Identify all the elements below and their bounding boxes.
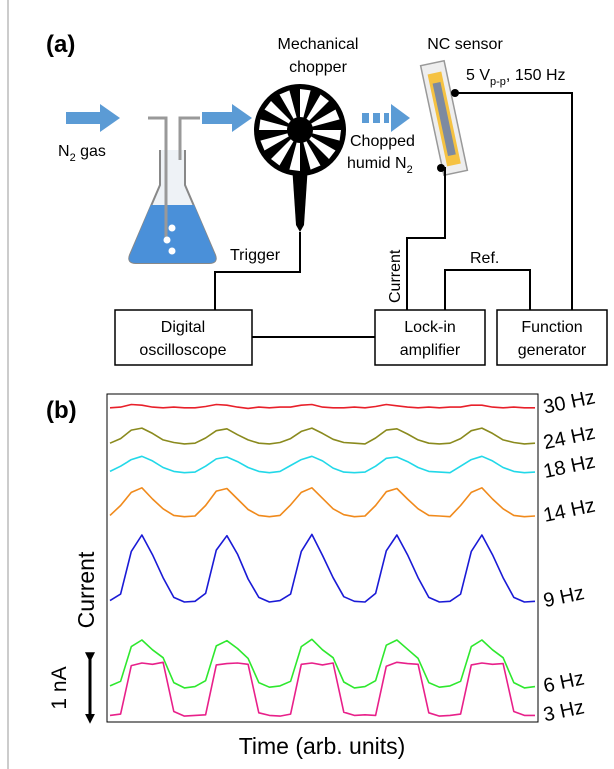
wire (444, 269, 531, 310)
box-label: Function (521, 319, 582, 336)
trace (109, 487, 536, 518)
bubble (168, 224, 176, 232)
bubble (168, 247, 176, 255)
box-label: oscilloscope (139, 342, 226, 359)
panel-label: (a) (46, 31, 75, 58)
wire (406, 167, 446, 310)
box-label: Digital (161, 319, 205, 336)
sensor-label: NC sensor (427, 36, 503, 53)
chopper (254, 84, 346, 176)
chopped-arrow (362, 104, 410, 132)
panel-label: (b) (46, 397, 77, 424)
series-label: 3 Hz (541, 696, 586, 726)
trace (109, 661, 535, 717)
bubble (163, 236, 171, 244)
series-label: 9 Hz (541, 582, 586, 612)
trigger-label: Trigger (230, 247, 281, 264)
chopper-label: Mechanical (278, 36, 359, 53)
trace (109, 403, 535, 410)
chopped-label: Chopped (350, 133, 415, 150)
gas-arrow (66, 104, 120, 132)
trace (109, 427, 536, 445)
sensor (419, 59, 469, 177)
gas-label: N2 gas (58, 143, 106, 164)
current-label: Current (387, 249, 404, 303)
trace (109, 638, 536, 689)
chopper-stem (292, 165, 308, 232)
series-label: 18 Hz (541, 451, 597, 483)
wire (455, 92, 573, 310)
chopper-label: chopper (289, 59, 347, 76)
box-label: Lock-in (404, 319, 456, 336)
series-label: 24 Hz (541, 422, 597, 454)
series-label: 30 Hz (541, 386, 597, 418)
series-label: 14 Hz (541, 495, 597, 527)
box-label: generator (518, 342, 587, 359)
y-axis-label: Current (73, 551, 99, 628)
tube (148, 116, 168, 240)
wire (214, 232, 301, 310)
x-axis-label: Time (arb. units) (239, 733, 406, 759)
oscilloscope-box (114, 309, 253, 366)
plot-frame (106, 393, 539, 723)
gas-arrow (202, 104, 252, 132)
series-label: 6 Hz (541, 667, 586, 697)
lockin-box (374, 309, 486, 366)
tube (178, 116, 200, 160)
box-label: amplifier (400, 342, 461, 359)
generator-box (496, 309, 608, 366)
liquid (129, 205, 216, 263)
scale-bar-label: 1 nA (48, 666, 71, 709)
trace (109, 533, 536, 603)
trace (109, 455, 536, 474)
ref-label: Ref. (470, 250, 499, 267)
chopper-hub (287, 117, 313, 143)
drive-label: 5 Vp-p, 150 Hz (466, 67, 566, 88)
chopped-label: humid N2 (347, 155, 413, 176)
